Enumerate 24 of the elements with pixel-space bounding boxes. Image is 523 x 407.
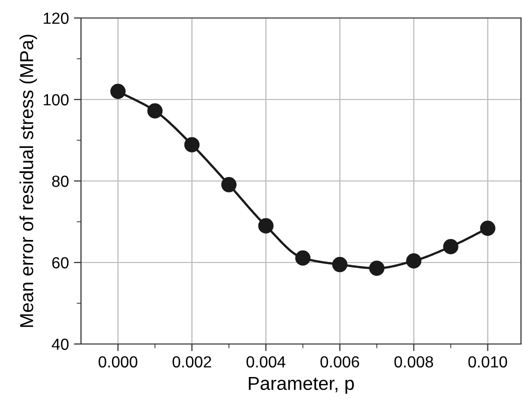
point	[332, 256, 348, 272]
y-tick-label: 40	[52, 338, 69, 350]
point	[258, 218, 274, 234]
point	[295, 250, 310, 266]
x-tick-label: 0.006	[320, 356, 360, 368]
x-tick-label: 0.000	[98, 356, 138, 368]
x-tick-label: 0.002	[172, 356, 212, 368]
point	[406, 253, 422, 269]
point	[184, 137, 200, 152]
point	[110, 84, 126, 99]
y-tick-label: 60	[52, 257, 69, 268]
y-tick-label: 120	[44, 12, 69, 24]
point	[147, 103, 163, 119]
x-tick-label: 0.004	[246, 356, 286, 368]
point	[480, 220, 496, 236]
point	[369, 260, 384, 276]
point	[221, 177, 237, 192]
point	[443, 238, 458, 254]
x-axis-title: Parameter, p	[248, 376, 354, 394]
x-tick-label: 0.008	[394, 356, 434, 368]
y-tick-label: 80	[52, 176, 69, 187]
x-tick-label: 0.010	[468, 356, 508, 368]
y-axis-title: Mean error of residual stress (MPa)	[20, 34, 37, 327]
y-tick-label: 100	[44, 94, 69, 106]
